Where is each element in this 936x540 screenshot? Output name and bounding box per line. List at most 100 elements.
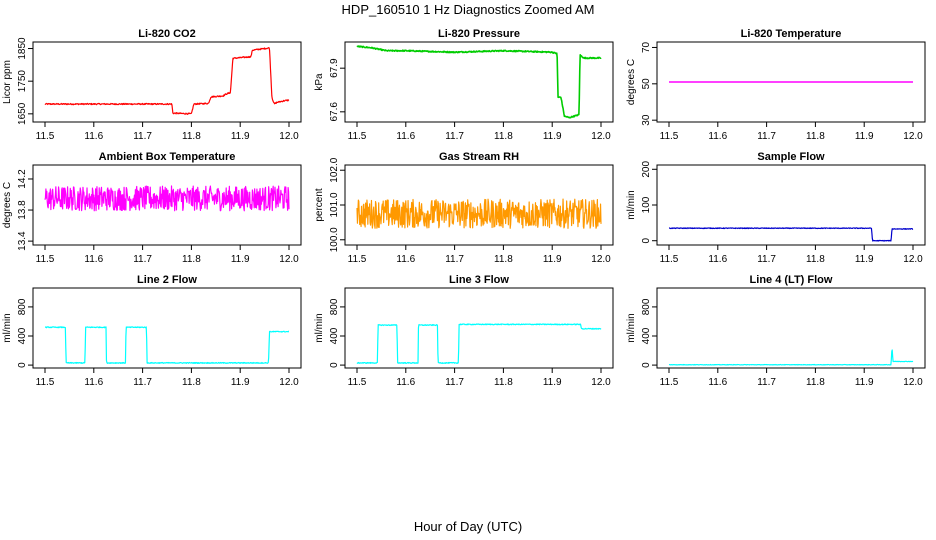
y-axis-label: percent bbox=[314, 188, 325, 222]
y-tick-label: 800 bbox=[329, 298, 340, 315]
y-tick-label: 13.8 bbox=[17, 200, 28, 220]
x-tick-label: 11.5 bbox=[36, 377, 55, 388]
x-tick-label: 11.9 bbox=[231, 131, 250, 142]
x-tick-label: 11.8 bbox=[806, 131, 825, 142]
y-tick-label: 1750 bbox=[17, 70, 28, 93]
panel-grid: Li-820 CO2 Licor ppm 11.5 11.6 11.7 11.8 11.9 1… bbox=[2, 28, 926, 388]
x-tick-label: 11.9 bbox=[543, 254, 562, 265]
x-tick-label: 11.5 bbox=[36, 131, 55, 142]
x-tick-label: 12.0 bbox=[591, 377, 611, 388]
x-tick-label: 11.7 bbox=[445, 254, 464, 265]
panel-4: Ambient Box Temperature degrees C 11.5 11.6… bbox=[2, 151, 302, 265]
y-axis-label: ml/min bbox=[314, 313, 325, 342]
x-tick-label: 12.0 bbox=[903, 377, 923, 388]
panel-title: Li-820 CO2 bbox=[138, 28, 195, 40]
series-line bbox=[668, 227, 914, 242]
y-tick-label: 400 bbox=[641, 327, 652, 344]
x-tick-label: 12.0 bbox=[591, 254, 611, 265]
plot-frame bbox=[32, 41, 302, 123]
y-tick-label: 0 bbox=[17, 362, 28, 368]
y-axis-label: Licor ppm bbox=[2, 60, 13, 104]
figure-x-axis-label: Hour of Day (UTC) bbox=[414, 519, 522, 534]
y-tick-label: 200 bbox=[641, 161, 652, 178]
panel-5: Gas Stream RH percent 11.5 11.6 11.7 11.8 11.9… bbox=[314, 151, 614, 265]
y-axis-label: ml/min bbox=[2, 313, 13, 342]
x-tick-label: 11.9 bbox=[543, 131, 562, 142]
plot-frame bbox=[656, 164, 926, 246]
x-tick-label: 11.5 bbox=[660, 377, 679, 388]
y-tick-label: 14.2 bbox=[17, 169, 28, 189]
y-axis-label: kPa bbox=[314, 73, 325, 91]
panel-title: Sample Flow bbox=[757, 151, 825, 163]
y-tick-label: 1850 bbox=[17, 37, 28, 60]
x-tick-label: 11.6 bbox=[84, 254, 103, 265]
plot-frame bbox=[344, 287, 614, 369]
y-axis-label: ml/min bbox=[626, 190, 637, 219]
plot-frame bbox=[32, 287, 302, 369]
x-tick-label: 11.6 bbox=[84, 377, 103, 388]
x-tick-label: 11.6 bbox=[396, 377, 415, 388]
x-tick-label: 11.5 bbox=[348, 131, 367, 142]
panel-title: Line 3 Flow bbox=[449, 274, 509, 286]
y-axis-label: degrees C bbox=[626, 59, 637, 105]
panel-2: Li-820 Pressure kPa 11.5 11.6 11.7 11.8 11.9 12… bbox=[314, 28, 614, 142]
x-tick-label: 11.8 bbox=[182, 131, 201, 142]
x-tick-label: 11.6 bbox=[708, 254, 727, 265]
panel-title: Li-820 Temperature bbox=[741, 28, 842, 40]
x-tick-label: 11.7 bbox=[133, 377, 152, 388]
plot-frame bbox=[656, 41, 926, 123]
y-axis-label: ml/min bbox=[626, 313, 637, 342]
x-tick-label: 11.5 bbox=[36, 254, 55, 265]
x-tick-label: 11.8 bbox=[182, 377, 201, 388]
x-tick-label: 11.5 bbox=[348, 377, 367, 388]
x-tick-label: 11.9 bbox=[855, 377, 874, 388]
x-tick-label: 11.6 bbox=[708, 377, 727, 388]
y-tick-label: 101.0 bbox=[329, 192, 340, 217]
y-tick-label: 102.0 bbox=[329, 157, 340, 182]
x-tick-label: 11.7 bbox=[133, 131, 152, 142]
y-axis-label: degrees C bbox=[2, 182, 13, 228]
panel-title: Li-820 Pressure bbox=[438, 28, 520, 40]
y-tick-label: 0 bbox=[641, 237, 652, 243]
x-tick-label: 11.9 bbox=[855, 131, 874, 142]
y-tick-label: 67.9 bbox=[329, 58, 340, 78]
panel-title: Ambient Box Temperature bbox=[99, 151, 236, 163]
x-tick-label: 12.0 bbox=[279, 131, 299, 142]
x-tick-label: 12.0 bbox=[903, 131, 923, 142]
series-line bbox=[356, 45, 602, 119]
x-tick-label: 12.0 bbox=[279, 377, 299, 388]
panel-8: Line 3 Flow ml/min 11.5 11.6 11.7 11.8 11.9 12.… bbox=[314, 274, 614, 388]
x-tick-label: 11.6 bbox=[84, 131, 103, 142]
series-line bbox=[44, 326, 290, 364]
x-tick-label: 12.0 bbox=[591, 131, 611, 142]
panel-title: Line 4 (LT) Flow bbox=[750, 274, 833, 286]
x-tick-label: 11.7 bbox=[757, 377, 776, 388]
plot-frame bbox=[32, 164, 302, 246]
x-tick-label: 11.9 bbox=[543, 377, 562, 388]
x-tick-label: 11.7 bbox=[133, 254, 152, 265]
x-tick-label: 11.9 bbox=[231, 254, 250, 265]
y-tick-label: 0 bbox=[329, 362, 340, 368]
y-tick-label: 30 bbox=[641, 114, 652, 126]
x-tick-label: 11.7 bbox=[445, 131, 464, 142]
series-line bbox=[668, 349, 914, 366]
x-tick-label: 11.8 bbox=[494, 377, 513, 388]
x-tick-label: 11.6 bbox=[708, 131, 727, 142]
x-tick-label: 11.9 bbox=[231, 377, 250, 388]
y-tick-label: 800 bbox=[17, 298, 28, 315]
y-tick-label: 0 bbox=[641, 362, 652, 368]
panel-3: Li-820 Temperature degrees C 11.5 11.6 11.7 1… bbox=[626, 28, 926, 142]
y-tick-label: 100 bbox=[641, 196, 652, 213]
x-tick-label: 11.8 bbox=[494, 131, 513, 142]
x-tick-label: 11.5 bbox=[660, 254, 679, 265]
x-tick-label: 11.8 bbox=[806, 254, 825, 265]
series-line bbox=[356, 198, 602, 229]
y-tick-label: 400 bbox=[17, 327, 28, 344]
series-line bbox=[356, 323, 602, 364]
x-tick-label: 11.9 bbox=[855, 254, 874, 265]
x-tick-label: 11.7 bbox=[445, 377, 464, 388]
plot-frame bbox=[656, 287, 926, 369]
y-tick-label: 100.0 bbox=[329, 227, 340, 252]
panel-7: Line 2 Flow ml/min 11.5 11.6 11.7 11.8 11.9 12.… bbox=[2, 274, 302, 388]
